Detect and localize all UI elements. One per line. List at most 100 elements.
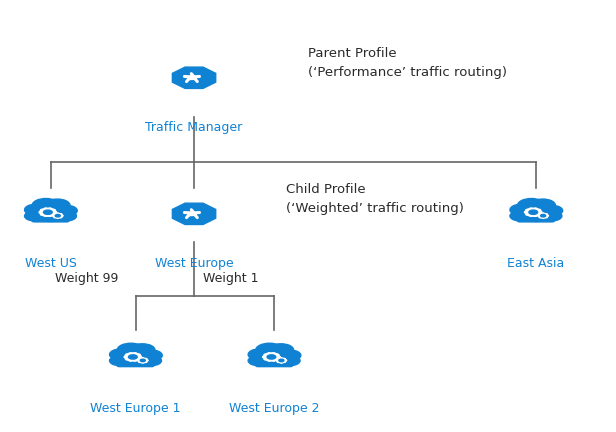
Ellipse shape	[277, 358, 286, 363]
Ellipse shape	[121, 352, 150, 366]
Ellipse shape	[281, 358, 282, 359]
Ellipse shape	[525, 208, 541, 216]
Text: East Asia: East Asia	[508, 257, 564, 270]
Ellipse shape	[256, 343, 283, 357]
Ellipse shape	[539, 214, 541, 215]
Ellipse shape	[521, 207, 551, 222]
Ellipse shape	[510, 211, 530, 221]
Ellipse shape	[263, 353, 280, 361]
Ellipse shape	[134, 360, 136, 361]
Ellipse shape	[546, 214, 547, 215]
Ellipse shape	[129, 355, 137, 359]
Ellipse shape	[45, 199, 70, 212]
Ellipse shape	[126, 354, 128, 355]
Ellipse shape	[44, 208, 47, 209]
Ellipse shape	[541, 205, 562, 216]
Ellipse shape	[138, 359, 140, 360]
Ellipse shape	[117, 343, 145, 357]
Ellipse shape	[36, 207, 65, 222]
Ellipse shape	[279, 359, 284, 362]
Ellipse shape	[54, 214, 55, 215]
Ellipse shape	[62, 215, 63, 216]
Polygon shape	[172, 67, 216, 89]
Ellipse shape	[44, 210, 52, 214]
Ellipse shape	[54, 217, 55, 218]
Ellipse shape	[281, 362, 282, 363]
Ellipse shape	[267, 355, 276, 359]
Ellipse shape	[273, 360, 275, 361]
Ellipse shape	[126, 359, 128, 360]
Ellipse shape	[137, 360, 139, 361]
Ellipse shape	[139, 356, 142, 358]
Ellipse shape	[57, 213, 59, 214]
Text: Child Profile
(‘Weighted’ traffic routing): Child Profile (‘Weighted’ traffic routin…	[286, 183, 464, 215]
Ellipse shape	[524, 212, 527, 213]
Ellipse shape	[134, 353, 136, 354]
FancyBboxPatch shape	[255, 359, 293, 367]
Ellipse shape	[526, 214, 528, 215]
Ellipse shape	[110, 356, 129, 365]
Ellipse shape	[39, 208, 56, 216]
Ellipse shape	[530, 215, 532, 216]
FancyBboxPatch shape	[31, 214, 70, 222]
Ellipse shape	[264, 354, 266, 355]
Ellipse shape	[262, 356, 265, 358]
Text: West Europe: West Europe	[155, 257, 233, 270]
Ellipse shape	[147, 360, 148, 361]
Ellipse shape	[49, 215, 51, 216]
Ellipse shape	[41, 214, 43, 215]
Ellipse shape	[25, 204, 47, 216]
Ellipse shape	[248, 349, 271, 360]
Ellipse shape	[140, 359, 145, 362]
Ellipse shape	[280, 356, 300, 365]
Ellipse shape	[278, 356, 280, 358]
Ellipse shape	[264, 359, 266, 360]
Ellipse shape	[142, 356, 161, 365]
Ellipse shape	[540, 212, 542, 213]
Ellipse shape	[138, 354, 140, 355]
Ellipse shape	[141, 350, 162, 361]
FancyBboxPatch shape	[116, 359, 155, 367]
Ellipse shape	[543, 213, 544, 214]
Ellipse shape	[25, 211, 44, 221]
Ellipse shape	[530, 208, 532, 209]
Ellipse shape	[538, 213, 548, 218]
Ellipse shape	[535, 208, 537, 209]
Text: West Europe 1: West Europe 1	[91, 402, 180, 415]
Ellipse shape	[44, 215, 47, 216]
Ellipse shape	[60, 214, 62, 215]
Ellipse shape	[538, 215, 540, 216]
Ellipse shape	[39, 212, 41, 213]
Ellipse shape	[124, 353, 141, 361]
Ellipse shape	[142, 358, 144, 359]
Ellipse shape	[130, 344, 155, 356]
Ellipse shape	[277, 354, 279, 355]
Ellipse shape	[530, 199, 556, 212]
Ellipse shape	[57, 211, 76, 221]
Text: Traffic Manager: Traffic Manager	[145, 121, 243, 134]
Ellipse shape	[276, 360, 278, 361]
Text: Weight 1: Weight 1	[203, 272, 259, 285]
Ellipse shape	[285, 360, 286, 361]
Text: Parent Profile
(‘Performance’ traffic routing): Parent Profile (‘Performance’ traffic ro…	[308, 47, 507, 79]
Text: West US: West US	[25, 257, 76, 270]
Ellipse shape	[142, 362, 144, 363]
Ellipse shape	[129, 353, 132, 354]
Ellipse shape	[539, 217, 541, 218]
Ellipse shape	[517, 199, 545, 212]
Ellipse shape	[538, 214, 541, 215]
Ellipse shape	[138, 358, 148, 363]
Ellipse shape	[277, 359, 279, 360]
Ellipse shape	[529, 210, 538, 214]
Ellipse shape	[53, 214, 55, 215]
Ellipse shape	[56, 205, 77, 216]
Ellipse shape	[54, 212, 57, 213]
Ellipse shape	[110, 349, 132, 360]
FancyBboxPatch shape	[517, 214, 555, 222]
Ellipse shape	[60, 217, 62, 218]
Ellipse shape	[546, 217, 547, 218]
Ellipse shape	[541, 214, 546, 217]
Ellipse shape	[248, 356, 268, 365]
Ellipse shape	[49, 208, 51, 209]
Ellipse shape	[269, 344, 294, 356]
